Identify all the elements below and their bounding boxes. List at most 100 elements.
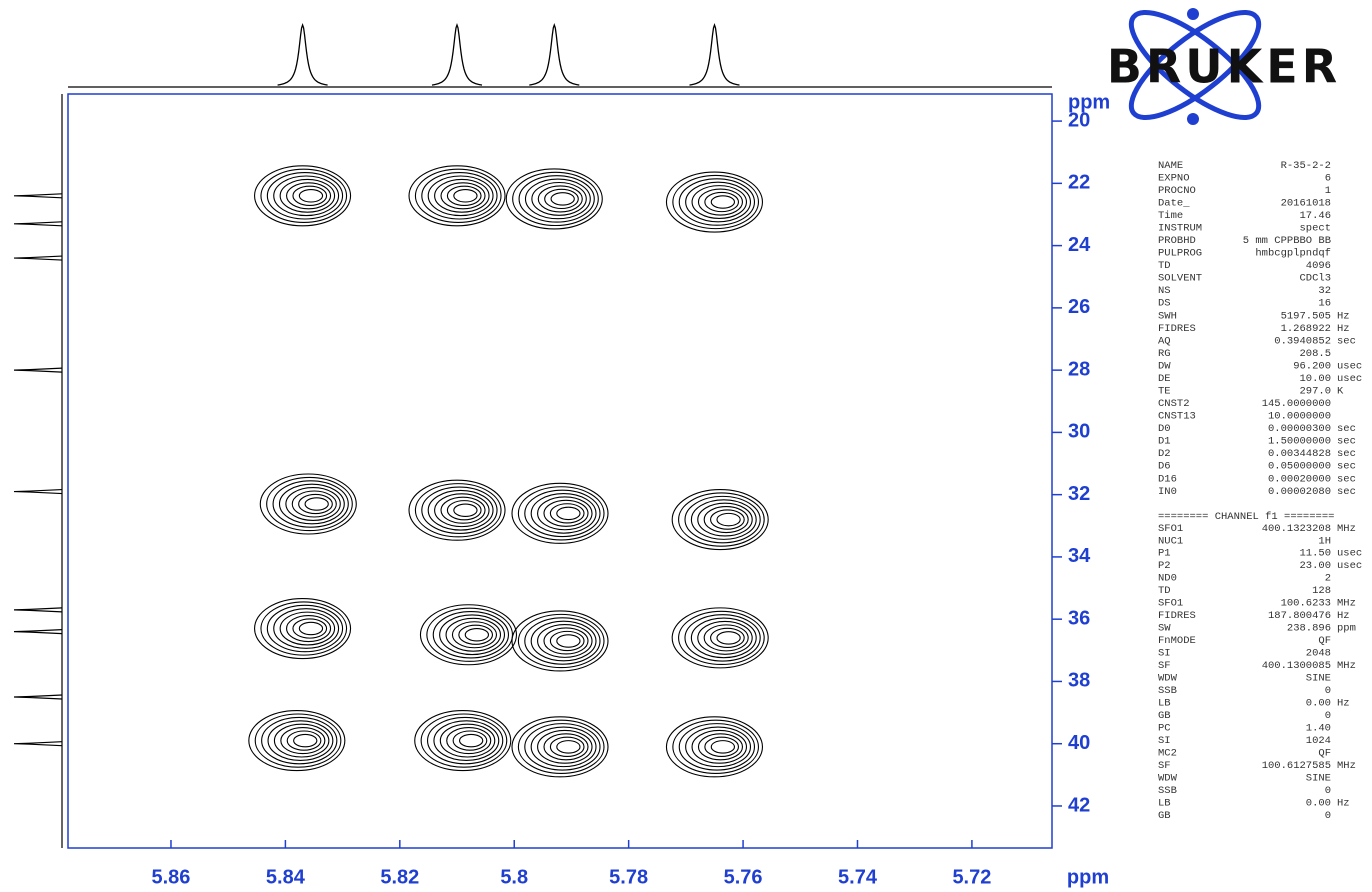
contour-level [279, 178, 336, 213]
contour-level [704, 736, 740, 757]
f1-peak [13, 741, 63, 747]
contour-level [304, 497, 329, 511]
contour-level [254, 713, 342, 768]
contour-level [298, 189, 324, 203]
param-value: 10.0000000 [1268, 411, 1331, 423]
contour-level [259, 473, 357, 535]
param-unit: sec [1337, 436, 1356, 448]
param-name: SFO1 [1158, 598, 1183, 610]
param-value: 0 [1325, 785, 1331, 797]
contour-level [440, 496, 486, 524]
contour-level [414, 168, 502, 223]
param-name: CNST13 [1158, 411, 1196, 423]
contour-level [458, 733, 484, 748]
param-name: PROBHD [1158, 235, 1196, 247]
param-value: 297.0 [1299, 386, 1331, 398]
param-value: 187.800476 [1268, 610, 1331, 622]
param-name: DE [1158, 373, 1171, 385]
param-value: 128 [1312, 585, 1331, 597]
contour-level [511, 610, 609, 672]
contour-level [452, 730, 488, 751]
param-value: 16 [1318, 298, 1331, 310]
param-value: 1.268922 [1281, 323, 1331, 335]
contour-level [267, 720, 334, 761]
cross-peak [414, 710, 512, 772]
param-name: P2 [1158, 560, 1171, 572]
f2-peak [689, 23, 740, 86]
param-name: SW [1158, 623, 1171, 635]
contour-level [537, 496, 593, 531]
param-name: D0 [1158, 423, 1171, 435]
f1-peak [13, 607, 63, 613]
x-tick-label: 5.76 [724, 866, 763, 888]
contour-level [549, 736, 585, 757]
param-unit: Hz [1337, 698, 1350, 710]
param-name: FIDRES [1158, 610, 1196, 622]
y-tick-label: 24 [1068, 234, 1091, 256]
cross-peak [511, 716, 609, 778]
contour-level [684, 495, 761, 544]
contour-level [446, 185, 482, 206]
logo-dot [1187, 113, 1199, 125]
contour-level [426, 716, 504, 765]
param-value: 5197.505 [1281, 310, 1331, 322]
contour-level [293, 733, 318, 748]
contour-level [524, 617, 601, 665]
param-name: PULPROG [1158, 248, 1202, 260]
cross-peak [511, 482, 609, 544]
contour-level [678, 610, 765, 666]
param-unit: sec [1337, 461, 1356, 473]
x-tick-label: 5.84 [266, 866, 306, 888]
cross-peak [254, 597, 352, 660]
contour-level [248, 710, 346, 772]
contour-level [697, 733, 744, 761]
contour-level [678, 723, 756, 771]
param-name: IN0 [1158, 486, 1177, 498]
param-name: SI [1158, 648, 1171, 660]
param-unit: usec [1337, 373, 1362, 385]
param-name: P1 [1158, 548, 1171, 560]
contour-level [703, 506, 749, 534]
param-unit: MHz [1337, 523, 1356, 535]
f2-peak [529, 23, 580, 86]
contour-level [273, 608, 340, 649]
param-value: 0.00 [1306, 797, 1331, 809]
cross-peak [671, 489, 769, 551]
param-name: SF [1158, 760, 1171, 772]
contour-level [685, 726, 752, 768]
y-tick-label: 32 [1068, 483, 1090, 505]
cross-peak [408, 165, 506, 227]
contour-level [445, 617, 502, 652]
param-value: 1.50000000 [1268, 436, 1331, 448]
x-tick-label: 5.72 [952, 866, 991, 888]
y-tick-label: 34 [1068, 545, 1091, 567]
contour-level [530, 620, 597, 662]
param-value: 0 [1325, 810, 1331, 822]
contour-level [544, 188, 579, 210]
logo-text: BRUKER [1107, 40, 1341, 94]
param-value: 0.05000000 [1268, 461, 1331, 473]
param-name: DW [1158, 360, 1171, 372]
contour-level [432, 611, 510, 659]
y-tick-label: 22 [1068, 172, 1090, 194]
contour-level [697, 502, 753, 537]
contour-level [439, 723, 496, 758]
param-name: GB [1158, 810, 1171, 822]
param-name: SSB [1158, 685, 1177, 697]
contour-level [292, 618, 328, 639]
contour-level [537, 729, 593, 764]
contour-level [434, 178, 490, 213]
x-tick-label: 5.74 [838, 866, 878, 888]
x-axis-label: ppm [1067, 866, 1109, 888]
param-value: 2 [1325, 573, 1331, 585]
contour-level [260, 168, 348, 223]
contour-level [291, 490, 337, 518]
f1-peak [13, 221, 63, 227]
param-name: SFO1 [1158, 523, 1183, 535]
x-tick-label: 5.78 [609, 866, 648, 888]
param-value: 100.6233 [1281, 598, 1331, 610]
contour-level [537, 185, 583, 213]
contour-level [458, 624, 494, 645]
param-value: 17.46 [1299, 210, 1331, 222]
param-unit: sec [1337, 486, 1356, 498]
